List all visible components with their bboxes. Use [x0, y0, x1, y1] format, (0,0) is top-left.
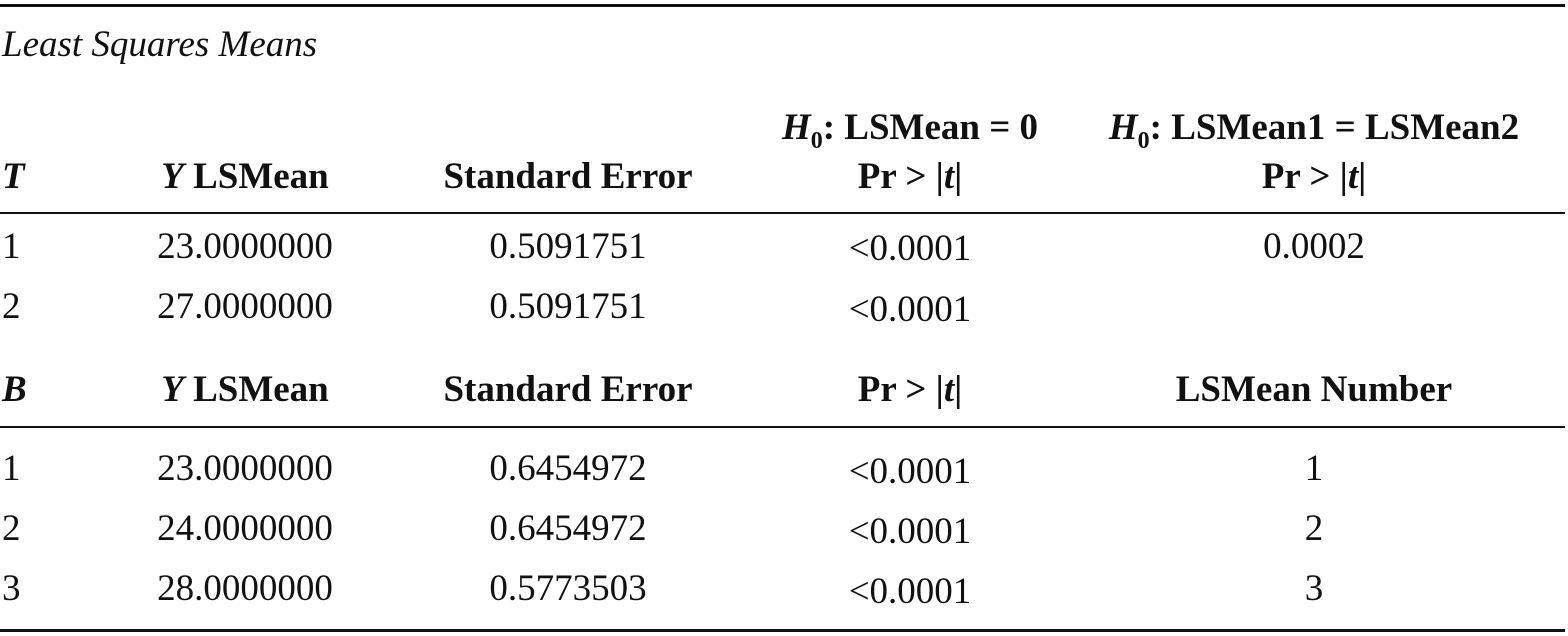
pr-end: | [954, 369, 963, 410]
level-cell: 3 [2, 568, 21, 609]
pr-prefix: Pr > | [1261, 156, 1348, 197]
lsmean-number-cell: 3 [1304, 568, 1324, 609]
pr-prefix: Pr > | [857, 156, 944, 197]
table-caption: Least Squares Means [2, 24, 318, 65]
pr-t: t [1347, 156, 1359, 197]
h0-text: : LSMean = 0 [822, 107, 1039, 148]
h0-symbol: H [781, 107, 811, 148]
h0-text: : LSMean1 = LSMean2 [1149, 107, 1520, 148]
h0-subscript: 0 [1137, 128, 1150, 154]
lsmean-header: Y LSMean [100, 155, 390, 199]
pr-cell: <0.0001 [848, 228, 972, 269]
lsmean-number-cell: 2 [1304, 508, 1324, 549]
stderr-cell: 0.5091751 [489, 226, 647, 267]
h0-lsmean-zero-header: H0: LSMean = 0 [752, 106, 1068, 153]
lsmean-label: LSMean [193, 369, 329, 410]
pr-end: | [954, 156, 963, 197]
pr-t: t [943, 156, 955, 197]
lsmean-cell: 24.0000000 [157, 508, 333, 549]
level-cell: 1 [2, 226, 21, 267]
factor-b-header: B [2, 368, 27, 412]
stderr-header: Standard Error [443, 156, 693, 197]
pr-diff-header: Pr > |t| [1080, 155, 1548, 199]
factor-t-header: T [2, 155, 25, 199]
section2-header-rule [0, 426, 1565, 428]
y-variable: Y [161, 156, 184, 197]
lsmean-label: LSMean [193, 156, 329, 197]
factor-b-label: B [2, 369, 27, 410]
level-cell: 1 [2, 448, 21, 489]
lsmean-number-header: LSMean Number [1175, 369, 1453, 410]
lsmean-header: Y LSMean [100, 368, 390, 412]
pr-cell: <0.0001 [848, 511, 972, 552]
level-cell: 2 [2, 508, 21, 549]
level-cell: 2 [2, 286, 21, 327]
pr-prefix: Pr > | [857, 369, 944, 410]
pr-t: t [943, 369, 955, 410]
stderr-cell: 0.5773503 [489, 568, 647, 609]
pr-end: | [1358, 156, 1367, 197]
section1-header-rule [0, 212, 1565, 214]
stderr-cell: 0.5091751 [489, 286, 647, 327]
pr-cell: <0.0001 [848, 451, 972, 492]
stderr-cell: 0.6454972 [489, 448, 647, 489]
bottom-rule [0, 629, 1565, 632]
lsmean-cell: 23.0000000 [157, 226, 333, 267]
lsmean-cell: 27.0000000 [157, 286, 333, 327]
pr-header: Pr > |t| [752, 368, 1068, 412]
lsmean-cell: 28.0000000 [157, 568, 333, 609]
h0-subscript: 0 [810, 128, 823, 154]
pr-cell: <0.0001 [848, 571, 972, 612]
h0-lsmean-diff-header: H0: LSMean1 = LSMean2 [1080, 106, 1548, 153]
lsmean-cell: 23.0000000 [157, 448, 333, 489]
pr-header: Pr > |t| [752, 155, 1068, 199]
pr-cell: <0.0001 [848, 289, 972, 330]
stderr-cell: 0.6454972 [489, 508, 647, 549]
y-variable: Y [161, 369, 184, 410]
h0-symbol: H [1108, 107, 1138, 148]
pr-diff-cell: 0.0002 [1263, 226, 1365, 267]
factor-t-label: T [2, 156, 25, 197]
lsmean-number-cell: 1 [1304, 448, 1324, 489]
stderr-header: Standard Error [443, 369, 693, 410]
top-rule [0, 4, 1565, 7]
